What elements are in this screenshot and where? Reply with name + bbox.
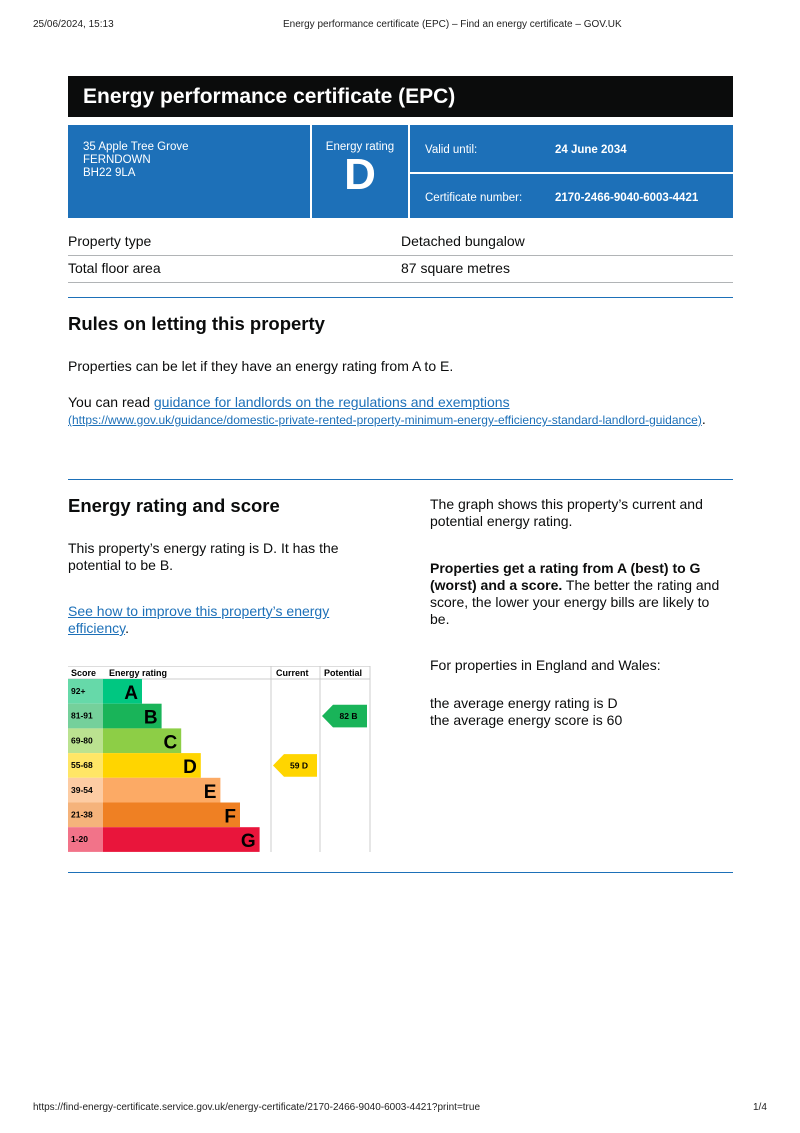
- summary-row: Total floor area 87 square metres: [68, 255, 733, 283]
- divider: [68, 297, 733, 298]
- text: Properties get a rating from A (best) to…: [430, 560, 701, 593]
- address-line: FERNDOWN: [83, 154, 151, 166]
- score-label: 69-80: [71, 735, 93, 745]
- score-cell: [68, 827, 103, 852]
- average-score: the average energy score is 60: [430, 712, 623, 728]
- divider: [68, 479, 733, 480]
- score-cell: [68, 728, 103, 754]
- print-page-title: Energy performance certificate (EPC) – F…: [283, 19, 622, 30]
- score-label: 92+: [71, 686, 85, 696]
- potential-rating-arrow: [322, 704, 367, 728]
- summary-value: Detached bungalow: [401, 233, 525, 249]
- graph-explainer: The graph shows this property’s current …: [430, 496, 703, 529]
- summary-value: 87 square metres: [401, 260, 510, 276]
- summary-label: Total floor area: [68, 260, 161, 276]
- improve-text: See how to improve this property’s energ…: [68, 603, 358, 637]
- score-label: 39-54: [71, 785, 93, 795]
- divider: [68, 872, 733, 873]
- address-box: 35 Apple Tree Grove FERNDOWN BH22 9LA: [68, 125, 310, 218]
- england-wales-text: For properties in England and Wales:: [430, 657, 661, 673]
- summary-row: Property type Detached bungalow: [68, 228, 733, 256]
- rating-bar-F: [103, 802, 240, 828]
- rating-letter: C: [163, 732, 177, 753]
- column-header: Potential: [324, 668, 362, 678]
- valid-until-box: Valid until: 24 June 2034: [410, 125, 733, 172]
- rating-bar-A: [103, 679, 142, 704]
- rating-bar-C: [103, 728, 182, 754]
- score-label: 81-91: [71, 711, 93, 721]
- current-rating-label: 59 D: [290, 760, 308, 770]
- score-label: 55-68: [71, 760, 93, 770]
- average-rating: the average energy rating is D: [430, 695, 618, 711]
- print-datetime: 25/06/2024, 15:13: [33, 19, 114, 30]
- valid-until-value: 24 June 2034: [555, 144, 627, 156]
- text: .: [701, 411, 706, 427]
- score-cell: [68, 802, 103, 828]
- letting-text: Properties can be let if they have an en…: [68, 358, 454, 374]
- rating-bar-B: [103, 703, 162, 729]
- rating-bar-E: [103, 777, 221, 803]
- rating-letter: D: [183, 757, 197, 778]
- column-header: Score: [71, 668, 96, 678]
- score-cell: [68, 777, 103, 803]
- guidance-url-link[interactable]: (https://www.gov.uk/guidance/domestic-pr…: [68, 413, 702, 427]
- rating-letter: F: [224, 807, 236, 828]
- energy-rating-letter: D: [344, 150, 376, 199]
- rating-heading: Energy rating and score: [68, 495, 280, 516]
- address-line: 35 Apple Tree Grove: [83, 141, 189, 153]
- page-title: Energy performance certificate (EPC): [68, 76, 733, 117]
- column-header: Current: [276, 668, 309, 678]
- energy-rating-label: Energy rating: [325, 141, 395, 153]
- certificate-number-label: Certificate number:: [425, 192, 523, 204]
- column-header: Energy rating: [109, 668, 167, 678]
- rating-bar-G: [103, 827, 260, 852]
- valid-until-label: Valid until:: [425, 144, 478, 156]
- rating-letter: B: [144, 708, 158, 729]
- potential-rating-label: 82 B: [340, 711, 358, 721]
- print-page-number: 1/4: [753, 1102, 767, 1113]
- certificate-number-value: 2170-2466-9040-6003-4421: [555, 192, 699, 204]
- summary-label: Property type: [68, 233, 152, 249]
- rating-explainer: Properties get a rating from A (best) to…: [430, 560, 730, 628]
- current-rating-arrow: [273, 754, 317, 777]
- rating-letter: A: [124, 683, 138, 704]
- score-cell: [68, 703, 103, 729]
- address-line: BH22 9LA: [83, 167, 136, 179]
- text: The better the rating and score, the low…: [430, 577, 720, 627]
- text: You can read: [68, 394, 154, 410]
- score-cell: [68, 753, 103, 778]
- energy-rating-chart: Score Energy rating Current Potential 92+ A 81…: [68, 666, 371, 852]
- rating-letter: G: [241, 831, 256, 852]
- certificate-number-box: Certificate number: 2170-2466-9040-6003-…: [410, 174, 733, 218]
- guidance-link[interactable]: guidance for landlords on the regulation…: [153, 394, 510, 410]
- letting-heading: Rules on letting this property: [68, 313, 325, 334]
- improve-link[interactable]: See how to improve this property’s energ…: [68, 603, 330, 636]
- score-cell: [68, 679, 103, 704]
- energy-rating-box: Energy rating D: [312, 125, 408, 218]
- rating-bar-D: [103, 753, 201, 778]
- rating-letter: E: [204, 782, 217, 803]
- letting-guidance: You can read guidance for landlords on t…: [68, 394, 728, 429]
- rating-text: This property’s energy rating is D. It h…: [68, 540, 339, 573]
- score-label: 1-20: [71, 834, 88, 844]
- text: .: [125, 620, 129, 636]
- print-url: https://find-energy-certificate.service.…: [33, 1102, 481, 1113]
- score-label: 21-38: [71, 810, 93, 820]
